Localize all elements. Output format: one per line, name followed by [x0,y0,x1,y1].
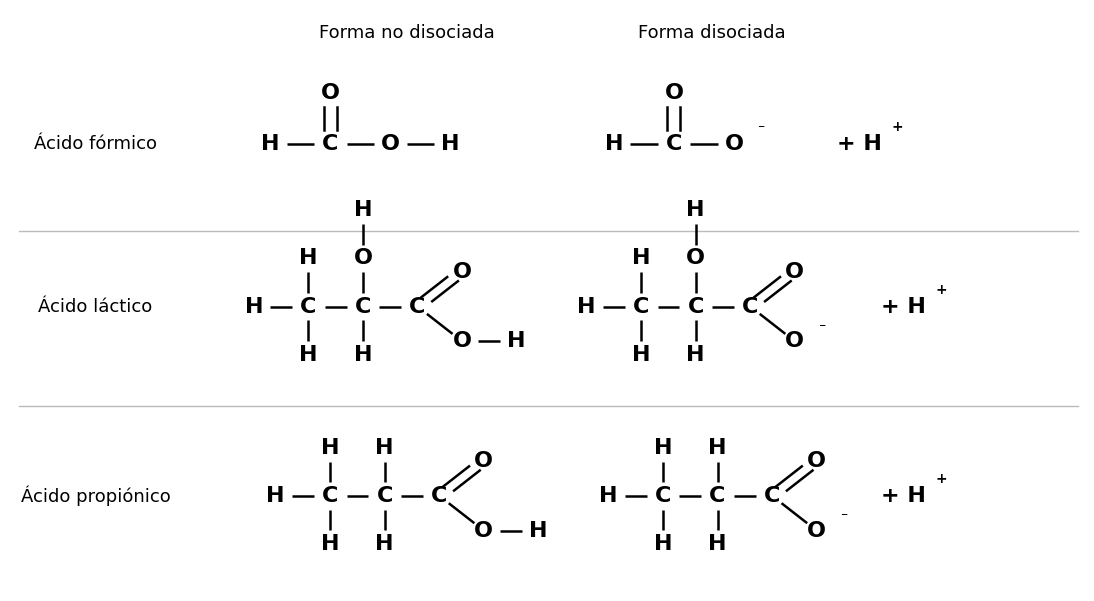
Text: C: C [666,134,682,154]
Text: C: C [354,296,371,317]
Text: H: H [529,520,548,540]
Text: C: C [687,296,703,317]
Text: H: H [654,438,672,458]
Text: H: H [260,134,279,154]
Text: H: H [632,248,651,269]
Text: O: O [724,134,744,154]
Text: H: H [686,344,705,365]
Text: Forma no disociada: Forma no disociada [318,24,494,42]
Text: H: H [321,438,339,458]
Text: C: C [409,296,426,317]
Text: H: H [375,438,394,458]
Text: O: O [807,451,826,471]
Text: H: H [605,134,624,154]
Text: H: H [600,486,618,506]
Text: H: H [441,134,459,154]
Text: +: + [935,472,947,486]
Text: H: H [375,534,394,554]
Text: O: O [453,262,472,282]
Text: C: C [322,486,338,506]
Text: C: C [633,296,650,317]
Text: Ácido propiónico: Ácido propiónico [21,486,171,506]
Text: O: O [686,248,706,269]
Text: H: H [299,248,317,269]
Text: ⁻: ⁻ [818,321,826,335]
Text: C: C [376,486,393,506]
Text: Ácido láctico: Ácido láctico [38,297,153,316]
Text: O: O [475,451,493,471]
Text: Forma disociada: Forma disociada [638,24,785,42]
Text: H: H [708,438,726,458]
Text: C: C [709,486,725,506]
Text: C: C [742,296,758,317]
Text: H: H [708,534,726,554]
Text: H: H [578,296,596,317]
Text: O: O [453,331,472,351]
Text: +: + [892,120,904,135]
Text: H: H [321,534,339,554]
Text: + H: + H [837,134,882,154]
Text: H: H [654,534,672,554]
Text: Ácido fórmico: Ácido fórmico [34,135,158,153]
Text: ⁻: ⁻ [840,510,848,524]
Text: C: C [431,486,447,506]
Text: C: C [322,134,338,154]
Text: C: C [300,296,316,317]
Text: O: O [321,83,339,103]
Text: ⁻: ⁻ [757,122,765,136]
Text: +: + [935,282,947,297]
Text: H: H [353,344,372,365]
Text: O: O [381,134,399,154]
Text: C: C [655,486,671,506]
Text: O: O [664,83,684,103]
Text: H: H [632,344,651,365]
Text: H: H [266,486,284,506]
Text: H: H [245,296,263,317]
Text: + H: + H [881,486,926,506]
Text: O: O [785,331,804,351]
Text: + H: + H [881,296,926,317]
Text: H: H [508,331,526,351]
Text: H: H [686,200,705,221]
Text: C: C [764,486,780,506]
Text: O: O [785,262,804,282]
Text: H: H [353,200,372,221]
Text: O: O [807,520,826,540]
Text: O: O [475,520,493,540]
Text: H: H [299,344,317,365]
Text: O: O [353,248,372,269]
